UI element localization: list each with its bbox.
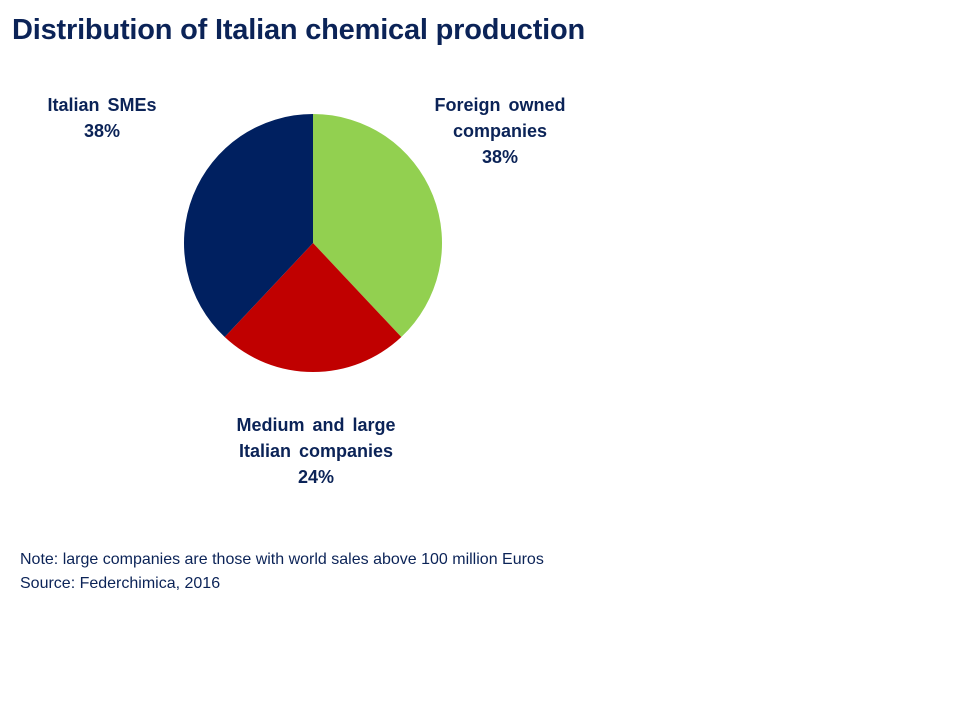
pie-slices (183, 114, 443, 373)
slice-label-italian-smes: Italian SMEs 38% (20, 92, 184, 144)
slice-label-medium-large-line-1: Medium and large (236, 415, 396, 435)
slice-label-medium-large: Medium and large Italian companies 24% (214, 412, 418, 490)
slice-label-foreign-owned-line-1: Foreign owned (434, 95, 566, 115)
chart-title: Distribution of Italian chemical product… (12, 14, 586, 46)
slice-label-italian-smes-line-1: Italian SMEs (47, 95, 157, 115)
pie-slice-foreign-owned (313, 114, 443, 338)
chart-notes: Note: large companies are those with wor… (20, 548, 544, 596)
source-text: Source: Federchimica, 2016 (20, 575, 221, 592)
slice-label-foreign-owned-line-2: companies (452, 121, 548, 141)
note-text: Note: large companies are those with wor… (20, 551, 544, 568)
pie-slice-italian-smes (183, 114, 313, 338)
slice-value-medium-large: 24% (297, 467, 335, 487)
slice-label-foreign-owned: Foreign owned companies 38% (408, 92, 592, 170)
slice-value-foreign-owned: 38% (481, 147, 519, 167)
slice-value-italian-smes: 38% (83, 121, 121, 141)
slice-label-medium-large-line-2: Italian companies (238, 441, 394, 461)
pie-slice-medium-large (224, 243, 402, 373)
